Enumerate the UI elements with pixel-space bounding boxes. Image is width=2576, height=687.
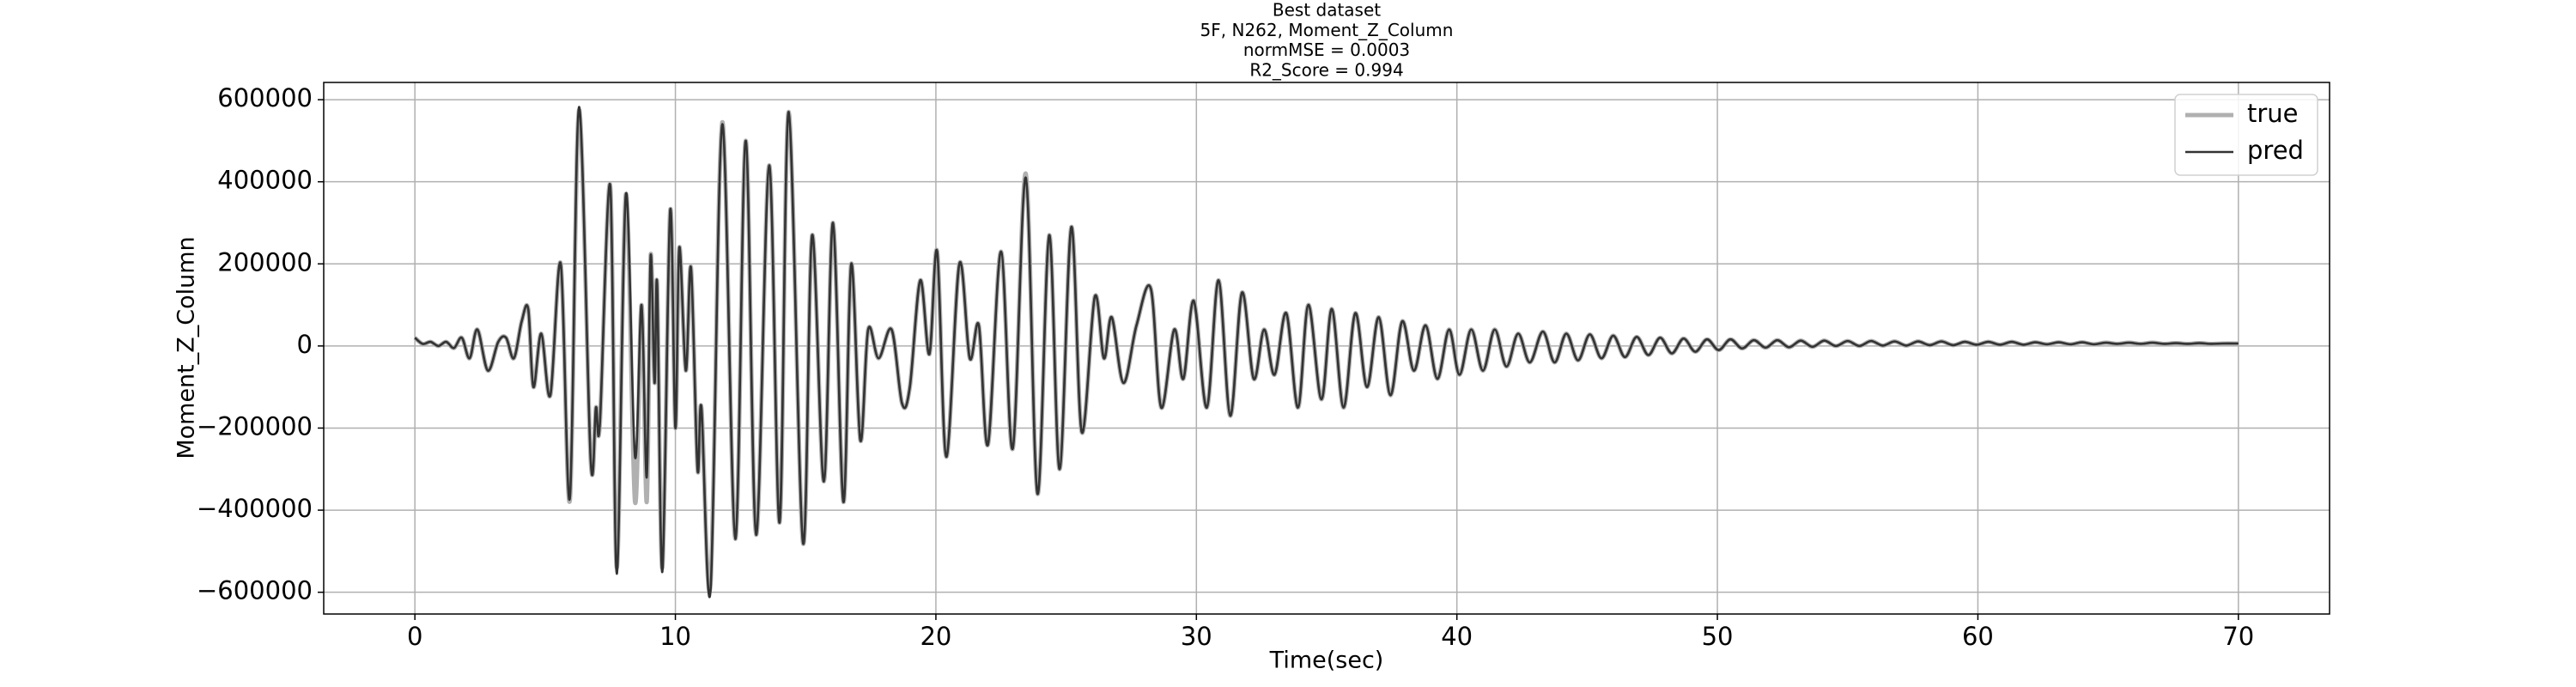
x-tick-label: 20 <box>920 622 951 651</box>
y-tick-label: 400000 <box>217 166 313 195</box>
title-line: Best dataset <box>1273 0 1381 21</box>
y-tick-label: −200000 <box>197 411 313 441</box>
title-line: normMSE = 0.0003 <box>1243 40 1410 60</box>
title-line: 5F, N262, Moment_Z_Column <box>1200 20 1454 40</box>
y-tick-label: 600000 <box>217 83 313 112</box>
x-axis-label: Time(sec) <box>1269 647 1384 674</box>
plot-frame <box>323 82 2330 615</box>
y-axis-label: Moment_Z_Column <box>173 236 200 459</box>
y-tick-label: 200000 <box>217 247 313 277</box>
title-line: R2_Score = 0.994 <box>1249 59 1403 80</box>
x-tick-label: 30 <box>1181 622 1212 651</box>
legend-label: pred <box>2247 136 2304 165</box>
legend: true pred <box>2174 94 2318 176</box>
x-tick-label: 0 <box>407 622 422 651</box>
x-tick-label: 60 <box>1962 622 1994 651</box>
x-tick-label: 40 <box>1441 622 1473 651</box>
x-tick-label: 10 <box>659 622 691 651</box>
y-tick-label: −400000 <box>197 494 313 523</box>
y-tick-label: 0 <box>297 330 313 359</box>
x-tick-label: 50 <box>1702 622 1734 651</box>
y-tick-label: −600000 <box>197 576 313 605</box>
legend-label: true <box>2247 99 2299 128</box>
line-series <box>414 106 2239 599</box>
x-tick-label: 70 <box>2222 622 2254 651</box>
